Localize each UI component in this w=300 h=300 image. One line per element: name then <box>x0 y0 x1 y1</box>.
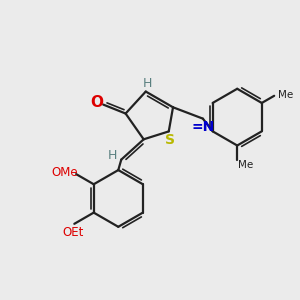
Text: =N: =N <box>192 120 215 134</box>
Text: H: H <box>108 149 117 162</box>
Text: Me: Me <box>238 160 254 170</box>
Text: Me: Me <box>278 90 293 100</box>
Text: OMe: OMe <box>52 166 78 179</box>
Text: S: S <box>165 133 175 147</box>
Text: H: H <box>142 77 152 90</box>
Text: O: O <box>90 95 103 110</box>
Text: OEt: OEt <box>62 226 83 239</box>
